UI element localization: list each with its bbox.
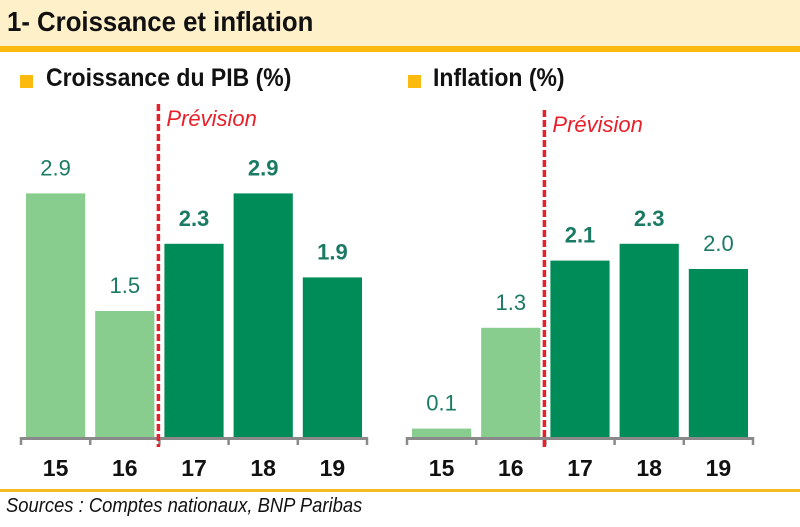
inflation-value-label-17: 2.1 <box>565 223 596 248</box>
right-chart-title: Inflation (%) <box>433 64 565 92</box>
gdp-bar-17 <box>164 243 224 437</box>
inflation-bar-19 <box>688 269 748 437</box>
inflation-x-tick-label-19: 19 <box>706 455 732 481</box>
header-bar <box>0 0 800 46</box>
inflation-bar-18 <box>619 243 679 437</box>
inflation-value-label-16: 1.3 <box>496 290 527 315</box>
left-chart-title: Croissance du PIB (%) <box>46 64 292 92</box>
gdp-growth-chart: 2.9 15 1.5 16 2.3 17 2.9 18 1.9 19 Prévision <box>19 104 369 481</box>
inflation-x-tick-label-16: 16 <box>498 455 524 481</box>
gdp-x-tick-label-15: 15 <box>43 455 69 481</box>
gdp-bar-18 <box>233 193 293 437</box>
gdp-x-tick-label-17: 17 <box>181 455 207 481</box>
gdp-x-tick-label-19: 19 <box>320 455 346 481</box>
inflation-chart: 0.1 15 1.3 16 2.1 17 2.3 18 2.0 19 Prévision <box>405 110 755 481</box>
inflation-value-label-18: 2.3 <box>634 206 665 231</box>
gdp-x-tick-label-16: 16 <box>112 455 138 481</box>
right-panel-bullet-icon <box>408 75 421 88</box>
section-title: 1- Croissance et inflation <box>7 6 314 37</box>
inflation-forecast-label: Prévision <box>552 112 642 137</box>
source-note: Sources : Comptes nationaux, BNP Paribas <box>6 495 363 517</box>
inflation-x-tick-label-15: 15 <box>429 455 455 481</box>
inflation-value-label-19: 2.0 <box>703 231 734 256</box>
inflation-bar-17 <box>550 260 610 437</box>
inflation-bar-16 <box>481 327 541 437</box>
gdp-value-label-16: 1.5 <box>110 273 141 298</box>
gdp-forecast-label: Prévision <box>166 106 256 131</box>
gdp-value-label-17: 2.3 <box>179 206 210 231</box>
inflation-bar-15 <box>412 428 472 437</box>
inflation-x-tick-label-17: 17 <box>567 455 593 481</box>
inflation-x-tick-label-18: 18 <box>636 455 662 481</box>
gdp-value-label-19: 1.9 <box>317 239 348 264</box>
gdp-x-tick-label-18: 18 <box>250 455 276 481</box>
footer-divider <box>0 489 800 492</box>
gdp-value-label-15: 2.9 <box>40 155 71 180</box>
gdp-bar-16 <box>95 311 155 437</box>
gdp-value-label-18: 2.9 <box>248 155 279 180</box>
inflation-value-label-15: 0.1 <box>426 391 457 416</box>
left-panel-bullet-icon <box>20 75 33 88</box>
header-underline <box>0 46 800 52</box>
gdp-bar-15 <box>26 193 86 437</box>
gdp-bar-19 <box>302 277 362 437</box>
